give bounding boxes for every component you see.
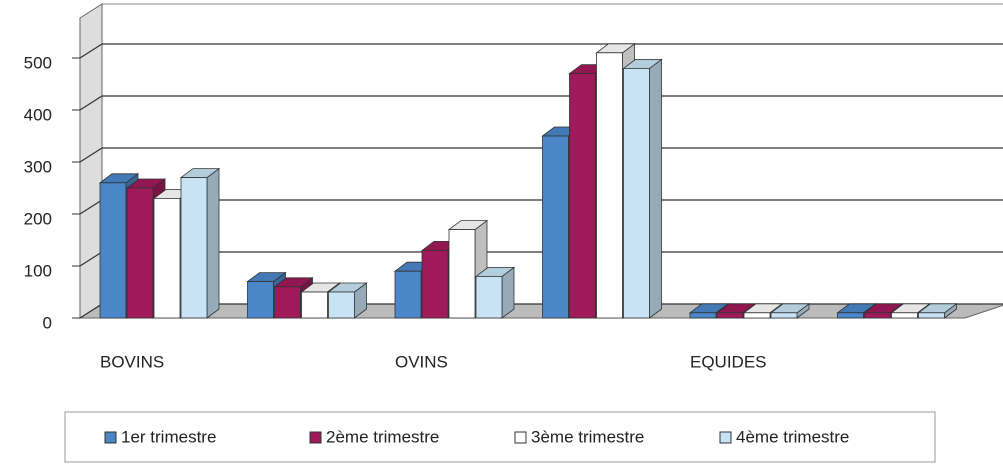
- y-tick-label: 300: [24, 157, 52, 176]
- legend-label: 4ème trimestre: [736, 427, 849, 446]
- legend-label: 1er trimestre: [121, 427, 216, 446]
- grid-line: [79, 147, 1003, 163]
- bar: [689, 312, 717, 319]
- legend-box: [64, 411, 936, 463]
- y-tick-label: 100: [24, 261, 52, 280]
- bar: [180, 177, 208, 319]
- legend-label: 2ème trimestre: [326, 427, 439, 446]
- bar: [421, 249, 449, 319]
- x-tick-label: EQUIDES: [690, 352, 767, 371]
- y-tick-label: 400: [24, 105, 52, 124]
- bar: [126, 187, 154, 319]
- bar: [247, 281, 274, 319]
- bar: [569, 73, 596, 319]
- bar: [596, 52, 623, 319]
- bar-side: [649, 58, 662, 319]
- bar: [864, 312, 891, 319]
- bar: [542, 135, 569, 319]
- legend-swatch: [309, 431, 322, 444]
- legend-swatch: [514, 431, 527, 444]
- bar: [918, 312, 945, 319]
- bar: [99, 182, 127, 319]
- grid-line: [79, 43, 1003, 59]
- bar: [448, 229, 476, 319]
- x-tick-label: OVINS: [395, 352, 448, 371]
- grid-line: [79, 95, 1003, 111]
- bar: [837, 312, 864, 319]
- legend-swatch: [719, 431, 732, 444]
- bar: [743, 312, 771, 319]
- bar: [891, 312, 918, 319]
- y-tick-label: 200: [24, 209, 52, 228]
- bar: [394, 270, 422, 319]
- legend-swatch: [104, 431, 117, 444]
- bar: [274, 286, 301, 319]
- x-tick-label: BOVINS: [100, 352, 164, 371]
- legend-label: 3ème trimestre: [531, 427, 644, 446]
- bar: [301, 291, 328, 319]
- bar: [716, 312, 744, 319]
- bar-side: [206, 167, 220, 319]
- bar: [623, 68, 650, 319]
- bar: [770, 312, 798, 319]
- y-tick-label: 0: [43, 313, 52, 332]
- bar: [475, 275, 503, 319]
- bar: [153, 197, 181, 319]
- bar: [328, 291, 355, 319]
- y-tick-label: 500: [24, 53, 52, 72]
